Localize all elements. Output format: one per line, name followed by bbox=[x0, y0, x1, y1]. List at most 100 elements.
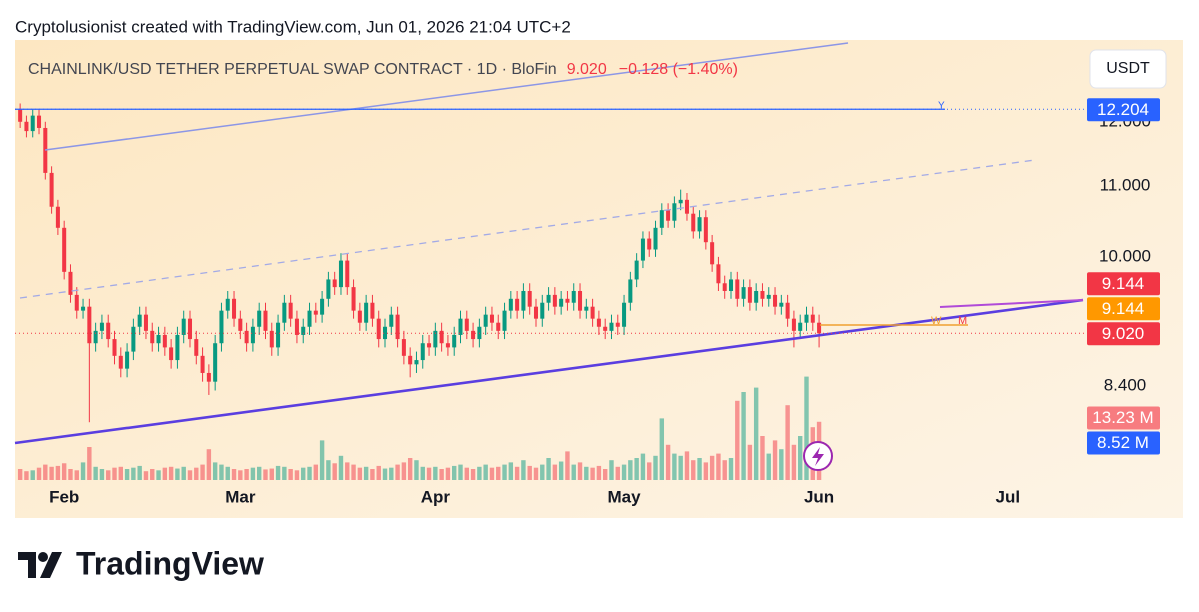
volume-bar bbox=[143, 471, 149, 480]
attribution: Cryptolusionist created with TradingView… bbox=[15, 17, 571, 36]
annotation: W bbox=[931, 315, 942, 327]
candle-body bbox=[760, 290, 765, 299]
volume-bar bbox=[514, 466, 520, 480]
volume-bar bbox=[307, 466, 312, 480]
candle-body bbox=[206, 372, 211, 382]
volume-bar bbox=[665, 444, 671, 480]
logo-part bbox=[18, 552, 36, 578]
candle-body bbox=[269, 330, 274, 348]
alert-bolt[interactable] bbox=[812, 447, 824, 466]
volume-bar bbox=[313, 464, 319, 480]
price-label: 8.52 M bbox=[1097, 433, 1149, 452]
volume-bar bbox=[728, 458, 734, 480]
volume-bar bbox=[558, 461, 564, 480]
volume-bar bbox=[150, 469, 155, 480]
volume-bar bbox=[426, 467, 432, 480]
candle-body bbox=[439, 330, 444, 344]
candle-body bbox=[697, 217, 702, 232]
volume-bar bbox=[238, 470, 243, 480]
volume-bar bbox=[30, 470, 35, 480]
volume-bar bbox=[709, 455, 715, 480]
volume-bar bbox=[326, 460, 331, 480]
candle-body bbox=[313, 310, 318, 315]
candle-body bbox=[143, 314, 148, 331]
volume-bar bbox=[571, 464, 576, 480]
candle-body bbox=[420, 343, 425, 361]
candle-body bbox=[30, 115, 35, 132]
candle-body bbox=[552, 294, 557, 307]
volume-bar bbox=[615, 466, 620, 480]
volume-bar bbox=[401, 462, 407, 480]
price-label: 13.23 M bbox=[1092, 408, 1153, 427]
x-tick-label: Jul bbox=[996, 487, 1021, 506]
volume-bar bbox=[301, 467, 306, 480]
volume-bar bbox=[212, 462, 218, 480]
trend-line bbox=[44, 42, 849, 151]
alert-icon[interactable] bbox=[803, 441, 833, 471]
x-tick-label: Feb bbox=[49, 487, 79, 506]
volume-bar bbox=[206, 449, 212, 480]
currency-label[interactable]: USDT bbox=[1106, 60, 1150, 77]
volume-bar bbox=[250, 467, 256, 480]
volume-bar bbox=[791, 444, 797, 480]
volume-bar bbox=[106, 470, 111, 480]
candle-body bbox=[175, 334, 180, 361]
candle-body bbox=[445, 343, 450, 348]
candle-body bbox=[647, 238, 652, 250]
volume-bars bbox=[17, 376, 822, 480]
candle-body bbox=[162, 334, 167, 348]
logo-part bbox=[38, 552, 48, 562]
candle-body bbox=[471, 330, 476, 340]
volume-bar bbox=[552, 464, 558, 480]
currency-button[interactable] bbox=[1089, 49, 1167, 89]
candle-body bbox=[131, 326, 136, 352]
volume-bar bbox=[68, 469, 73, 480]
brand: TradingView bbox=[18, 545, 264, 581]
candle-body bbox=[791, 318, 796, 331]
price-label-box bbox=[1087, 322, 1160, 346]
volume-bar bbox=[716, 453, 721, 480]
volume-bar bbox=[93, 466, 98, 480]
candle-body bbox=[710, 242, 715, 265]
volume-bar bbox=[628, 460, 633, 480]
volume-bar bbox=[577, 462, 583, 480]
candle-body bbox=[502, 310, 507, 331]
volume-bar bbox=[24, 471, 29, 480]
x-tick-label: Jun bbox=[804, 487, 834, 506]
candle-body bbox=[684, 199, 689, 214]
price-label: 12.204 bbox=[1097, 100, 1149, 119]
price-label: 9.020 bbox=[1102, 324, 1145, 343]
volume-bar bbox=[17, 469, 23, 480]
candle-body bbox=[565, 298, 570, 303]
candle-body bbox=[672, 203, 677, 221]
volume-bar bbox=[760, 436, 765, 480]
price-label-box bbox=[1087, 297, 1160, 321]
volume-bar bbox=[200, 464, 205, 480]
candle-body bbox=[452, 334, 457, 348]
volume-bar bbox=[168, 466, 174, 480]
candle-body bbox=[804, 314, 809, 323]
header: CHAINLINK/USD TETHER PERPETUAL SWAP CONT… bbox=[28, 61, 738, 78]
x-tick-label: May bbox=[608, 487, 642, 506]
volume-bar bbox=[55, 465, 61, 480]
candle-body bbox=[722, 283, 727, 291]
volume-bar bbox=[332, 463, 337, 480]
candle-body bbox=[810, 314, 815, 323]
price-label-box bbox=[1087, 98, 1160, 122]
volume-bar bbox=[275, 465, 281, 480]
candle-body bbox=[546, 294, 551, 303]
candle-body bbox=[596, 318, 601, 327]
candle-body bbox=[257, 310, 262, 327]
volume-bar bbox=[36, 467, 42, 480]
volume-bar bbox=[722, 460, 727, 480]
candle-body bbox=[408, 355, 413, 365]
volume-bar bbox=[634, 458, 639, 480]
candle-body bbox=[49, 172, 54, 207]
volume-bar bbox=[219, 464, 224, 480]
volume-bar bbox=[772, 440, 778, 480]
volume-bar bbox=[87, 447, 92, 480]
volume-bar bbox=[294, 470, 300, 480]
volume-bar bbox=[420, 466, 425, 480]
